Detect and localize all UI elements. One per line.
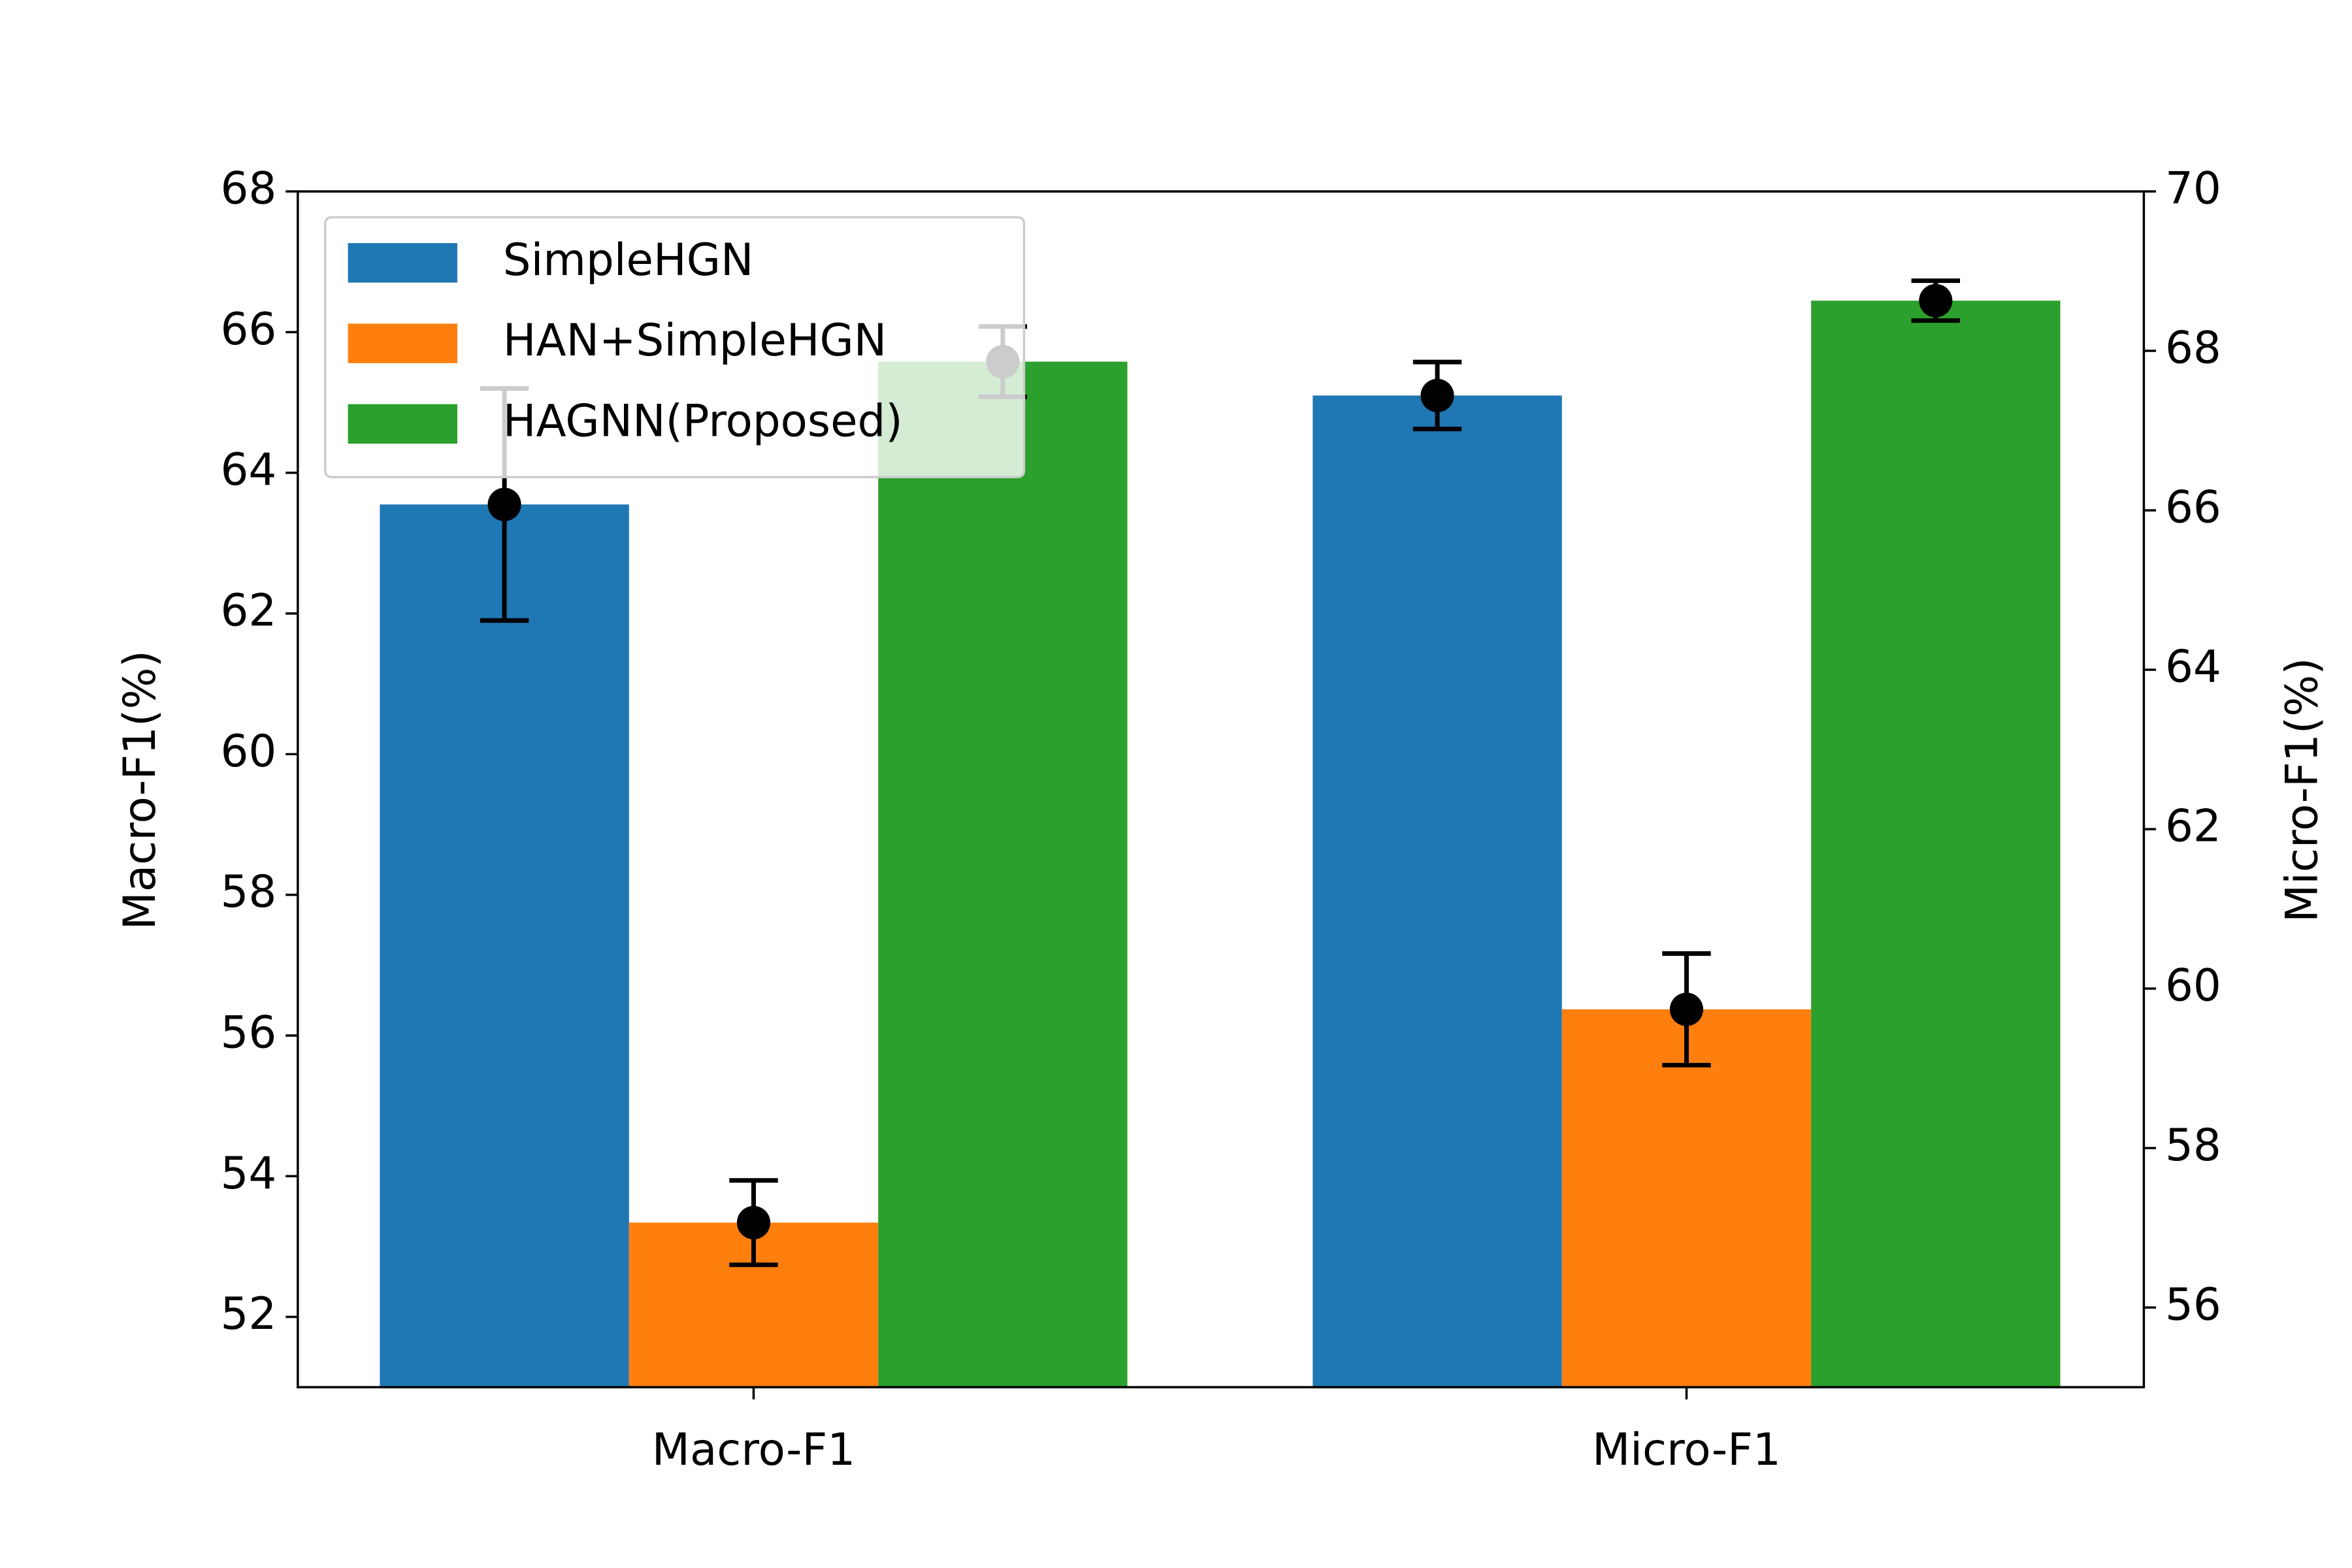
y-tick-label: 64 xyxy=(220,444,276,495)
x-tick-label: Macro-F1 xyxy=(652,1424,855,1475)
y-tick-label: 52 xyxy=(220,1288,276,1339)
marker xyxy=(1420,378,1454,412)
y2-tick-label: 64 xyxy=(2165,641,2221,693)
bar xyxy=(380,504,629,1388)
marker xyxy=(736,1205,771,1239)
legend-swatch xyxy=(348,404,457,444)
plot-frame xyxy=(297,190,2146,1388)
legend-swatch xyxy=(348,323,457,363)
marker xyxy=(487,487,521,521)
y2-tick-label: 60 xyxy=(2165,960,2221,1011)
marker xyxy=(1669,992,1703,1026)
y-tick-label: 54 xyxy=(220,1147,276,1199)
legend-label: HAN+SimpleHGN xyxy=(503,314,887,366)
y-axis-label: Macro-F1(%) xyxy=(114,650,165,930)
y-tick-label: 68 xyxy=(220,163,276,214)
y2-tick-label: 56 xyxy=(2165,1279,2221,1330)
bar xyxy=(878,361,1128,1388)
legend-label: HAGNN(Proposed) xyxy=(503,395,903,446)
legend-box xyxy=(323,216,1026,478)
y2-tick-label: 66 xyxy=(2165,482,2221,533)
marker xyxy=(1919,284,1953,318)
x-tick-label: Micro-F1 xyxy=(1592,1424,1781,1475)
y-tick-label: 60 xyxy=(220,725,276,777)
legend-label: SimpleHGN xyxy=(503,234,754,286)
y-tick-label: 62 xyxy=(220,585,276,636)
y2-tick-label: 70 xyxy=(2165,163,2221,214)
y2-tick-label: 58 xyxy=(2165,1119,2221,1171)
legend-swatch xyxy=(348,243,457,283)
bar xyxy=(1313,395,1562,1388)
bar xyxy=(1561,1009,1812,1388)
y2-tick-label: 68 xyxy=(2165,322,2221,374)
y-tick-label: 66 xyxy=(220,303,276,355)
y-tick-label: 58 xyxy=(220,866,276,917)
y2-tick-label: 62 xyxy=(2165,800,2221,852)
bar xyxy=(1811,301,2061,1388)
y2-axis-label: Micro-F1(%) xyxy=(2276,658,2327,923)
y-tick-label: 56 xyxy=(220,1006,276,1058)
